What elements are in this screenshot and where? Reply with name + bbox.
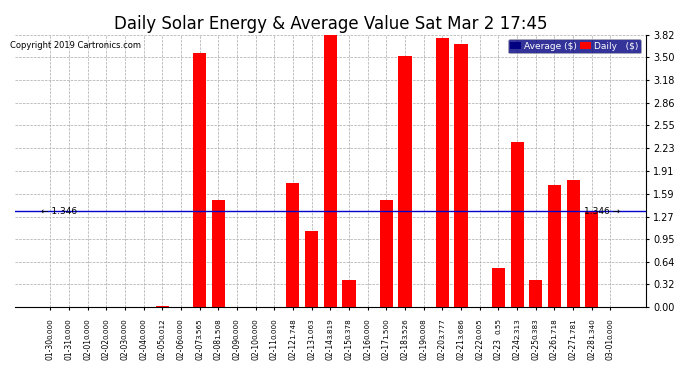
Text: 0.005: 0.005: [477, 318, 483, 339]
Bar: [193, 53, 206, 307]
Text: 1.781: 1.781: [570, 318, 576, 339]
Text: 0.000: 0.000: [85, 318, 90, 339]
Text: 0.000: 0.000: [364, 318, 371, 339]
Text: 1.340: 1.340: [589, 318, 595, 339]
Text: 1.346 →: 1.346 →: [584, 207, 620, 216]
Bar: [398, 56, 411, 308]
Text: 2.313: 2.313: [514, 318, 520, 339]
Text: 1.718: 1.718: [551, 318, 558, 339]
Bar: [585, 211, 598, 308]
Legend: Average ($), Daily   ($): Average ($), Daily ($): [508, 39, 641, 54]
Bar: [548, 184, 561, 308]
Bar: [436, 38, 449, 308]
Text: 3.686: 3.686: [458, 318, 464, 339]
Text: 0.000: 0.000: [141, 318, 146, 339]
Text: ← 1.346: ← 1.346: [41, 207, 77, 216]
Text: 0.008: 0.008: [421, 318, 426, 339]
Text: 3.777: 3.777: [440, 318, 445, 339]
Bar: [324, 34, 337, 308]
Text: 1.063: 1.063: [308, 318, 315, 339]
Bar: [212, 200, 225, 308]
Text: 1.508: 1.508: [215, 318, 221, 339]
Bar: [286, 183, 299, 308]
Text: 0.012: 0.012: [159, 318, 165, 339]
Text: 0.000: 0.000: [47, 318, 53, 339]
Text: 1.748: 1.748: [290, 318, 296, 339]
Text: 3.819: 3.819: [327, 318, 333, 339]
Text: 3.526: 3.526: [402, 318, 408, 339]
Bar: [417, 307, 430, 308]
Text: 0.000: 0.000: [66, 318, 72, 339]
Bar: [156, 306, 169, 308]
Text: 1.500: 1.500: [384, 318, 389, 339]
Text: 0.378: 0.378: [346, 318, 352, 339]
Text: 0.000: 0.000: [104, 318, 109, 339]
Text: 0.000: 0.000: [122, 318, 128, 339]
Bar: [529, 280, 542, 308]
Bar: [566, 180, 580, 308]
Bar: [455, 44, 468, 308]
Bar: [492, 268, 505, 308]
Text: 0.000: 0.000: [271, 318, 277, 339]
Bar: [380, 200, 393, 308]
Text: 0.383: 0.383: [533, 318, 539, 339]
Bar: [305, 231, 318, 308]
Text: 0.000: 0.000: [253, 318, 259, 339]
Text: 0.55: 0.55: [495, 318, 502, 334]
Text: 3.565: 3.565: [197, 318, 203, 339]
Bar: [342, 280, 355, 308]
Bar: [511, 142, 524, 308]
Text: 0.000: 0.000: [607, 318, 613, 339]
Text: 0.000: 0.000: [234, 318, 240, 339]
Text: 0.000: 0.000: [178, 318, 184, 339]
Text: Copyright 2019 Cartronics.com: Copyright 2019 Cartronics.com: [10, 41, 141, 50]
Title: Daily Solar Energy & Average Value Sat Mar 2 17:45: Daily Solar Energy & Average Value Sat M…: [114, 15, 547, 33]
